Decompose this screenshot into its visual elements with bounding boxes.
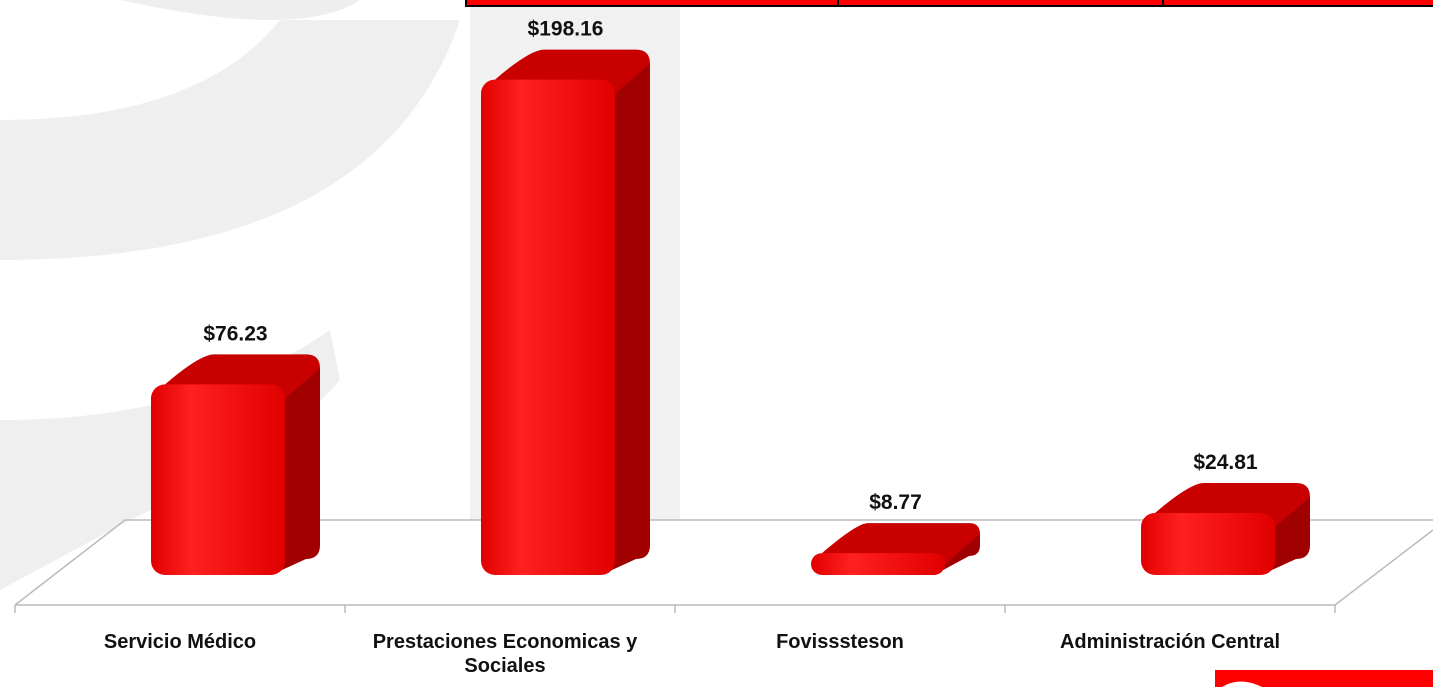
bar-front: [811, 553, 945, 575]
bar: [811, 523, 980, 575]
watermark: [0, 0, 360, 20]
bar: [481, 49, 650, 576]
bar-front: [481, 79, 615, 575]
bar-front: [1141, 512, 1275, 575]
x-tick-label: Fovisssteson: [776, 631, 904, 653]
logo: [1222, 681, 1262, 687]
x-tick-label: Servicio Médico: [103, 631, 257, 653]
watermark: [0, 20, 460, 260]
value-label: $76.23: [203, 322, 267, 345]
x-tick-label: Prestaciones Economicas y Sociales: [372, 631, 638, 677]
x-tick-label: Administración Central: [1059, 631, 1281, 653]
bar: [1141, 482, 1310, 575]
value-label: $198.16: [528, 18, 604, 41]
table-strip: [465, 0, 1433, 7]
bar: [151, 354, 320, 575]
logo: [1215, 670, 1433, 687]
value-label: $24.81: [1193, 451, 1258, 474]
bar-front: [151, 384, 285, 575]
value-label: $8.77: [869, 491, 922, 514]
